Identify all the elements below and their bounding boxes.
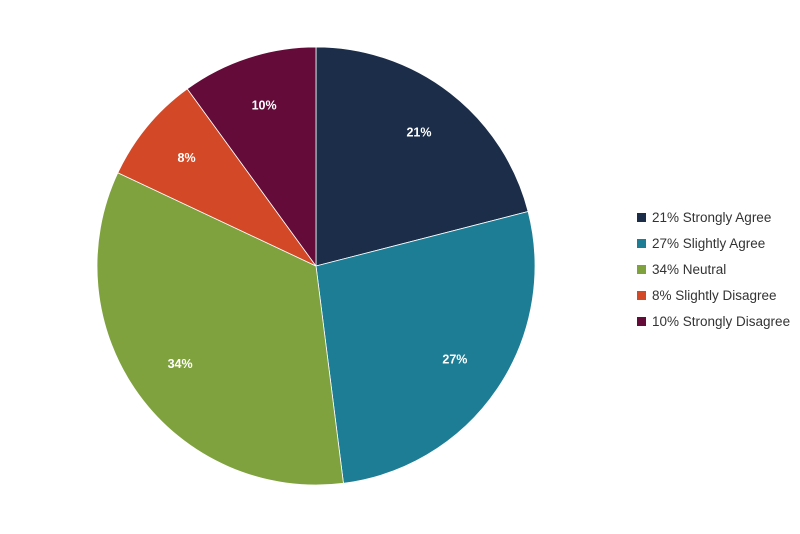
data-label-neutral: 34%: [168, 357, 193, 371]
pie-slice-slightly-disagree: [117, 88, 317, 267]
pie-data-labels: 21% 27% 34% 8% 10%: [168, 98, 468, 371]
chart-legend: 21% Strongly Agree 27% Slightly Agree 34…: [637, 204, 790, 334]
pie-slice-neutral: [96, 172, 344, 486]
legend-label-neutral: 34% Neutral: [652, 261, 727, 277]
data-label-slightly-disagree: 8%: [178, 151, 196, 165]
legend-item-strongly-disagree: 10% Strongly Disagree: [637, 308, 790, 334]
data-label-slightly-agree: 27%: [442, 353, 467, 367]
legend-swatch-slightly-disagree: [637, 290, 646, 300]
legend-swatch-strongly-disagree: [637, 316, 646, 326]
pie-slices: [96, 46, 536, 486]
legend-swatch-strongly-agree: [637, 212, 646, 222]
legend-item-neutral: 34% Neutral: [637, 256, 790, 282]
legend-swatch-neutral: [637, 264, 646, 274]
legend-swatch-slightly-agree: [637, 238, 646, 248]
pie-slice-strongly-disagree: [186, 46, 317, 268]
legend-label-slightly-disagree: 8% Slightly Disagree: [652, 287, 777, 303]
legend-label-strongly-disagree: 10% Strongly Disagree: [652, 313, 791, 329]
legend-item-slightly-agree: 27% Slightly Agree: [637, 230, 790, 256]
pie-slice-slightly-agree: [315, 211, 536, 484]
data-label-strongly-disagree: 10%: [252, 98, 277, 112]
legend-label-strongly-agree: 21% Strongly Agree: [652, 209, 772, 225]
legend-item-slightly-disagree: 8% Slightly Disagree: [637, 282, 790, 308]
data-label-strongly-agree: 21%: [406, 126, 431, 140]
pie-slice-strongly-agree: [315, 46, 529, 267]
legend-label-slightly-agree: 27% Slightly Agree: [652, 235, 766, 251]
legend-item-strongly-agree: 21% Strongly Agree: [637, 204, 790, 230]
